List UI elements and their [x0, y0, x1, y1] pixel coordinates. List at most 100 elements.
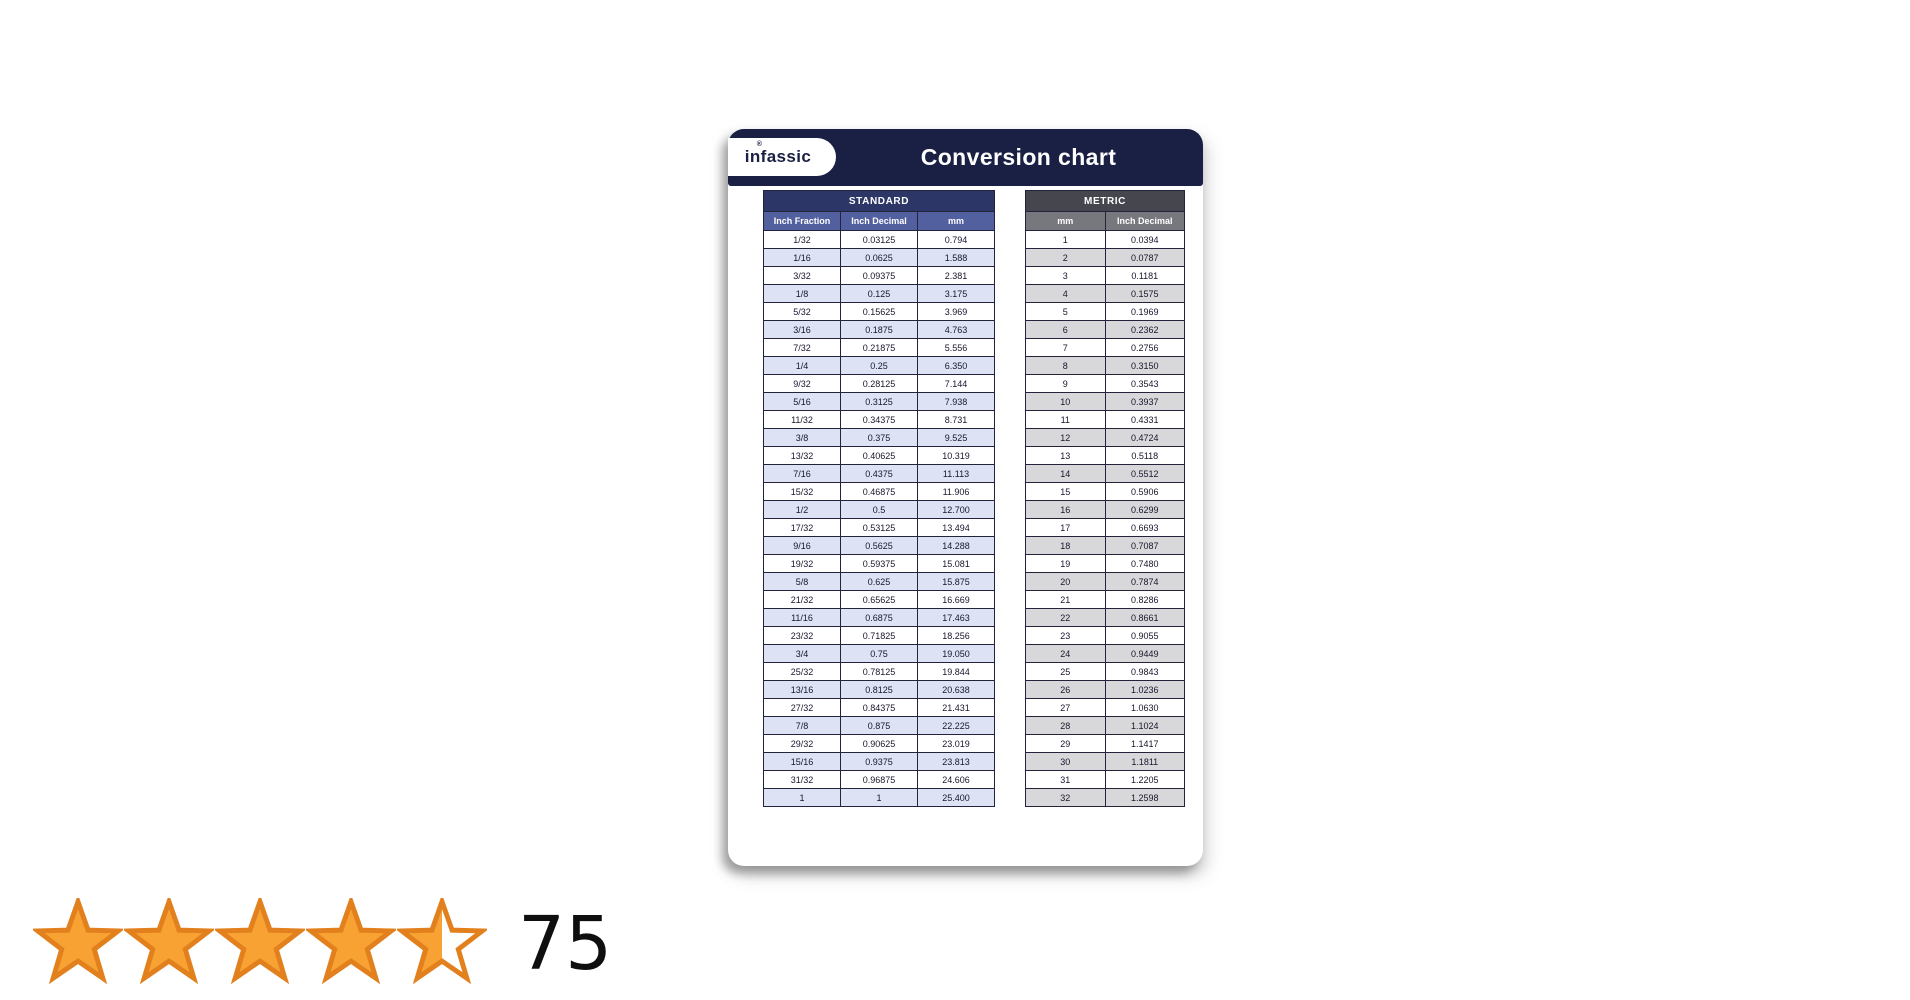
- table-cell: 25.400: [917, 788, 995, 807]
- table-cell: 3/16: [763, 320, 841, 339]
- table-row: 3/32 0.09375 2.381: [763, 266, 995, 285]
- table-row: 9/32 0.28125 7.144: [763, 374, 995, 393]
- table-cell: 26: [1025, 680, 1106, 699]
- rating-count[interactable]: 75: [518, 901, 613, 987]
- table-cell: 0.0625: [840, 248, 918, 267]
- table-cell: 0.1875: [840, 320, 918, 339]
- column-header: Inch Fraction: [763, 211, 841, 231]
- table-cell: 21.431: [917, 698, 995, 717]
- table-cell: 0.875: [840, 716, 918, 735]
- table-row: 15 0.5906: [1025, 482, 1185, 501]
- column-header: Inch Decimal: [840, 211, 918, 231]
- table-cell: 24.606: [917, 770, 995, 789]
- table-row: 30 1.1811: [1025, 752, 1185, 771]
- table-row: 1/2 0.5 12.700: [763, 500, 995, 519]
- table-cell: 27/32: [763, 698, 841, 717]
- metric-conversion-table: METRIC mm Inch Decimal 1 0.0394 2 0.0787 3 0.118…: [1025, 190, 1185, 807]
- table-cell: 7: [1025, 338, 1106, 357]
- table-row: 23 0.9055: [1025, 626, 1185, 645]
- table-cell: 25/32: [763, 662, 841, 681]
- table-cell: 11: [1025, 410, 1106, 429]
- table-cell: 20.638: [917, 680, 995, 699]
- table-cell: 1/16: [763, 248, 841, 267]
- table-cell: 0.84375: [840, 698, 918, 717]
- table-cell: 0.5625: [840, 536, 918, 555]
- full-star-icon: [33, 898, 123, 985]
- table-cell: 17.463: [917, 608, 995, 627]
- table-row: 29/32 0.90625 23.019: [763, 734, 995, 753]
- table-cell: 0.34375: [840, 410, 918, 429]
- table-row: 32 1.2598: [1025, 788, 1185, 807]
- table-row: 5/32 0.15625 3.969: [763, 302, 995, 321]
- table-title-row: METRIC: [1025, 190, 1185, 212]
- table-cell: 0.25: [840, 356, 918, 375]
- table-row: 5 0.1969: [1025, 302, 1185, 321]
- table-row: 9 0.3543: [1025, 374, 1185, 393]
- table-cell: 8: [1025, 356, 1106, 375]
- table-cell: 6.350: [917, 356, 995, 375]
- table-cell: 0.9055: [1104, 626, 1185, 645]
- table-cell: 0.46875: [840, 482, 918, 501]
- table-cell: 24: [1025, 644, 1106, 663]
- table-cell: 8.731: [917, 410, 995, 429]
- product-image-conversion-chart: ® infassic Conversion chart STANDARD Inch …: [728, 129, 1203, 866]
- table-cell: 3: [1025, 266, 1106, 285]
- table-row: 11/32 0.34375 8.731: [763, 410, 995, 429]
- table-cell: 9/16: [763, 536, 841, 555]
- table-cell: 0.40625: [840, 446, 918, 465]
- table-cell: 0.4331: [1104, 410, 1185, 429]
- table-cell: 10: [1025, 392, 1106, 411]
- table-row: 19/32 0.59375 15.081: [763, 554, 995, 573]
- table-row: 4 0.1575: [1025, 284, 1185, 303]
- table-row: 1/32 0.03125 0.794: [763, 230, 995, 249]
- table-cell: 17/32: [763, 518, 841, 537]
- table-cell: 0.28125: [840, 374, 918, 393]
- table-row: 17/32 0.53125 13.494: [763, 518, 995, 537]
- table-row: 7/8 0.875 22.225: [763, 716, 995, 735]
- table-row: 28 1.1024: [1025, 716, 1185, 735]
- table-cell: 0.375: [840, 428, 918, 447]
- table-row: 2 0.0787: [1025, 248, 1185, 267]
- product-rating-link[interactable]: 75: [33, 898, 612, 990]
- table-cell: 3/8: [763, 428, 841, 447]
- table-row: 17 0.6693: [1025, 518, 1185, 537]
- table-cell: 18.256: [917, 626, 995, 645]
- table-cell: 0.1575: [1104, 284, 1185, 303]
- table-cell: 0.21875: [840, 338, 918, 357]
- table-cell: 0.1181: [1104, 266, 1185, 285]
- table-row: 19 0.7480: [1025, 554, 1185, 573]
- brand-logo: ® infassic: [728, 138, 836, 176]
- table-cell: 0.125: [840, 284, 918, 303]
- table-title-row: STANDARD: [763, 190, 995, 212]
- table-cell: 22.225: [917, 716, 995, 735]
- table-cell: 0.1969: [1104, 302, 1185, 321]
- table-cell: 7/8: [763, 716, 841, 735]
- table-cell: 0.90625: [840, 734, 918, 753]
- table-row: 5/16 0.3125 7.938: [763, 392, 995, 411]
- table-row: 3 0.1181: [1025, 266, 1185, 285]
- table-cell: 3.175: [917, 284, 995, 303]
- table-cell: 5/8: [763, 572, 841, 591]
- table-cell: 1/8: [763, 284, 841, 303]
- table-cell: 0.65625: [840, 590, 918, 609]
- table-row: 9/16 0.5625 14.288: [763, 536, 995, 555]
- table-row: 13 0.5118: [1025, 446, 1185, 465]
- table-cell: 12: [1025, 428, 1106, 447]
- table-cell: 22: [1025, 608, 1106, 627]
- table-cell: 9.525: [917, 428, 995, 447]
- card-title: Conversion chart: [920, 144, 1117, 170]
- table-cell: 15.081: [917, 554, 995, 573]
- table-row: 13/32 0.40625 10.319: [763, 446, 995, 465]
- table-row: 20 0.7874: [1025, 572, 1185, 591]
- star-rating[interactable]: [33, 898, 488, 990]
- table-cell: 0.5512: [1104, 464, 1185, 483]
- table-cell: 14: [1025, 464, 1106, 483]
- table-cell: 19: [1025, 554, 1106, 573]
- table-cell: 1.1811: [1104, 752, 1185, 771]
- column-header: mm: [917, 211, 995, 231]
- table-cell: 11.906: [917, 482, 995, 501]
- table-cell: 0.75: [840, 644, 918, 663]
- table-cell: 0.5906: [1104, 482, 1185, 501]
- table-row: 1/16 0.0625 1.588: [763, 248, 995, 267]
